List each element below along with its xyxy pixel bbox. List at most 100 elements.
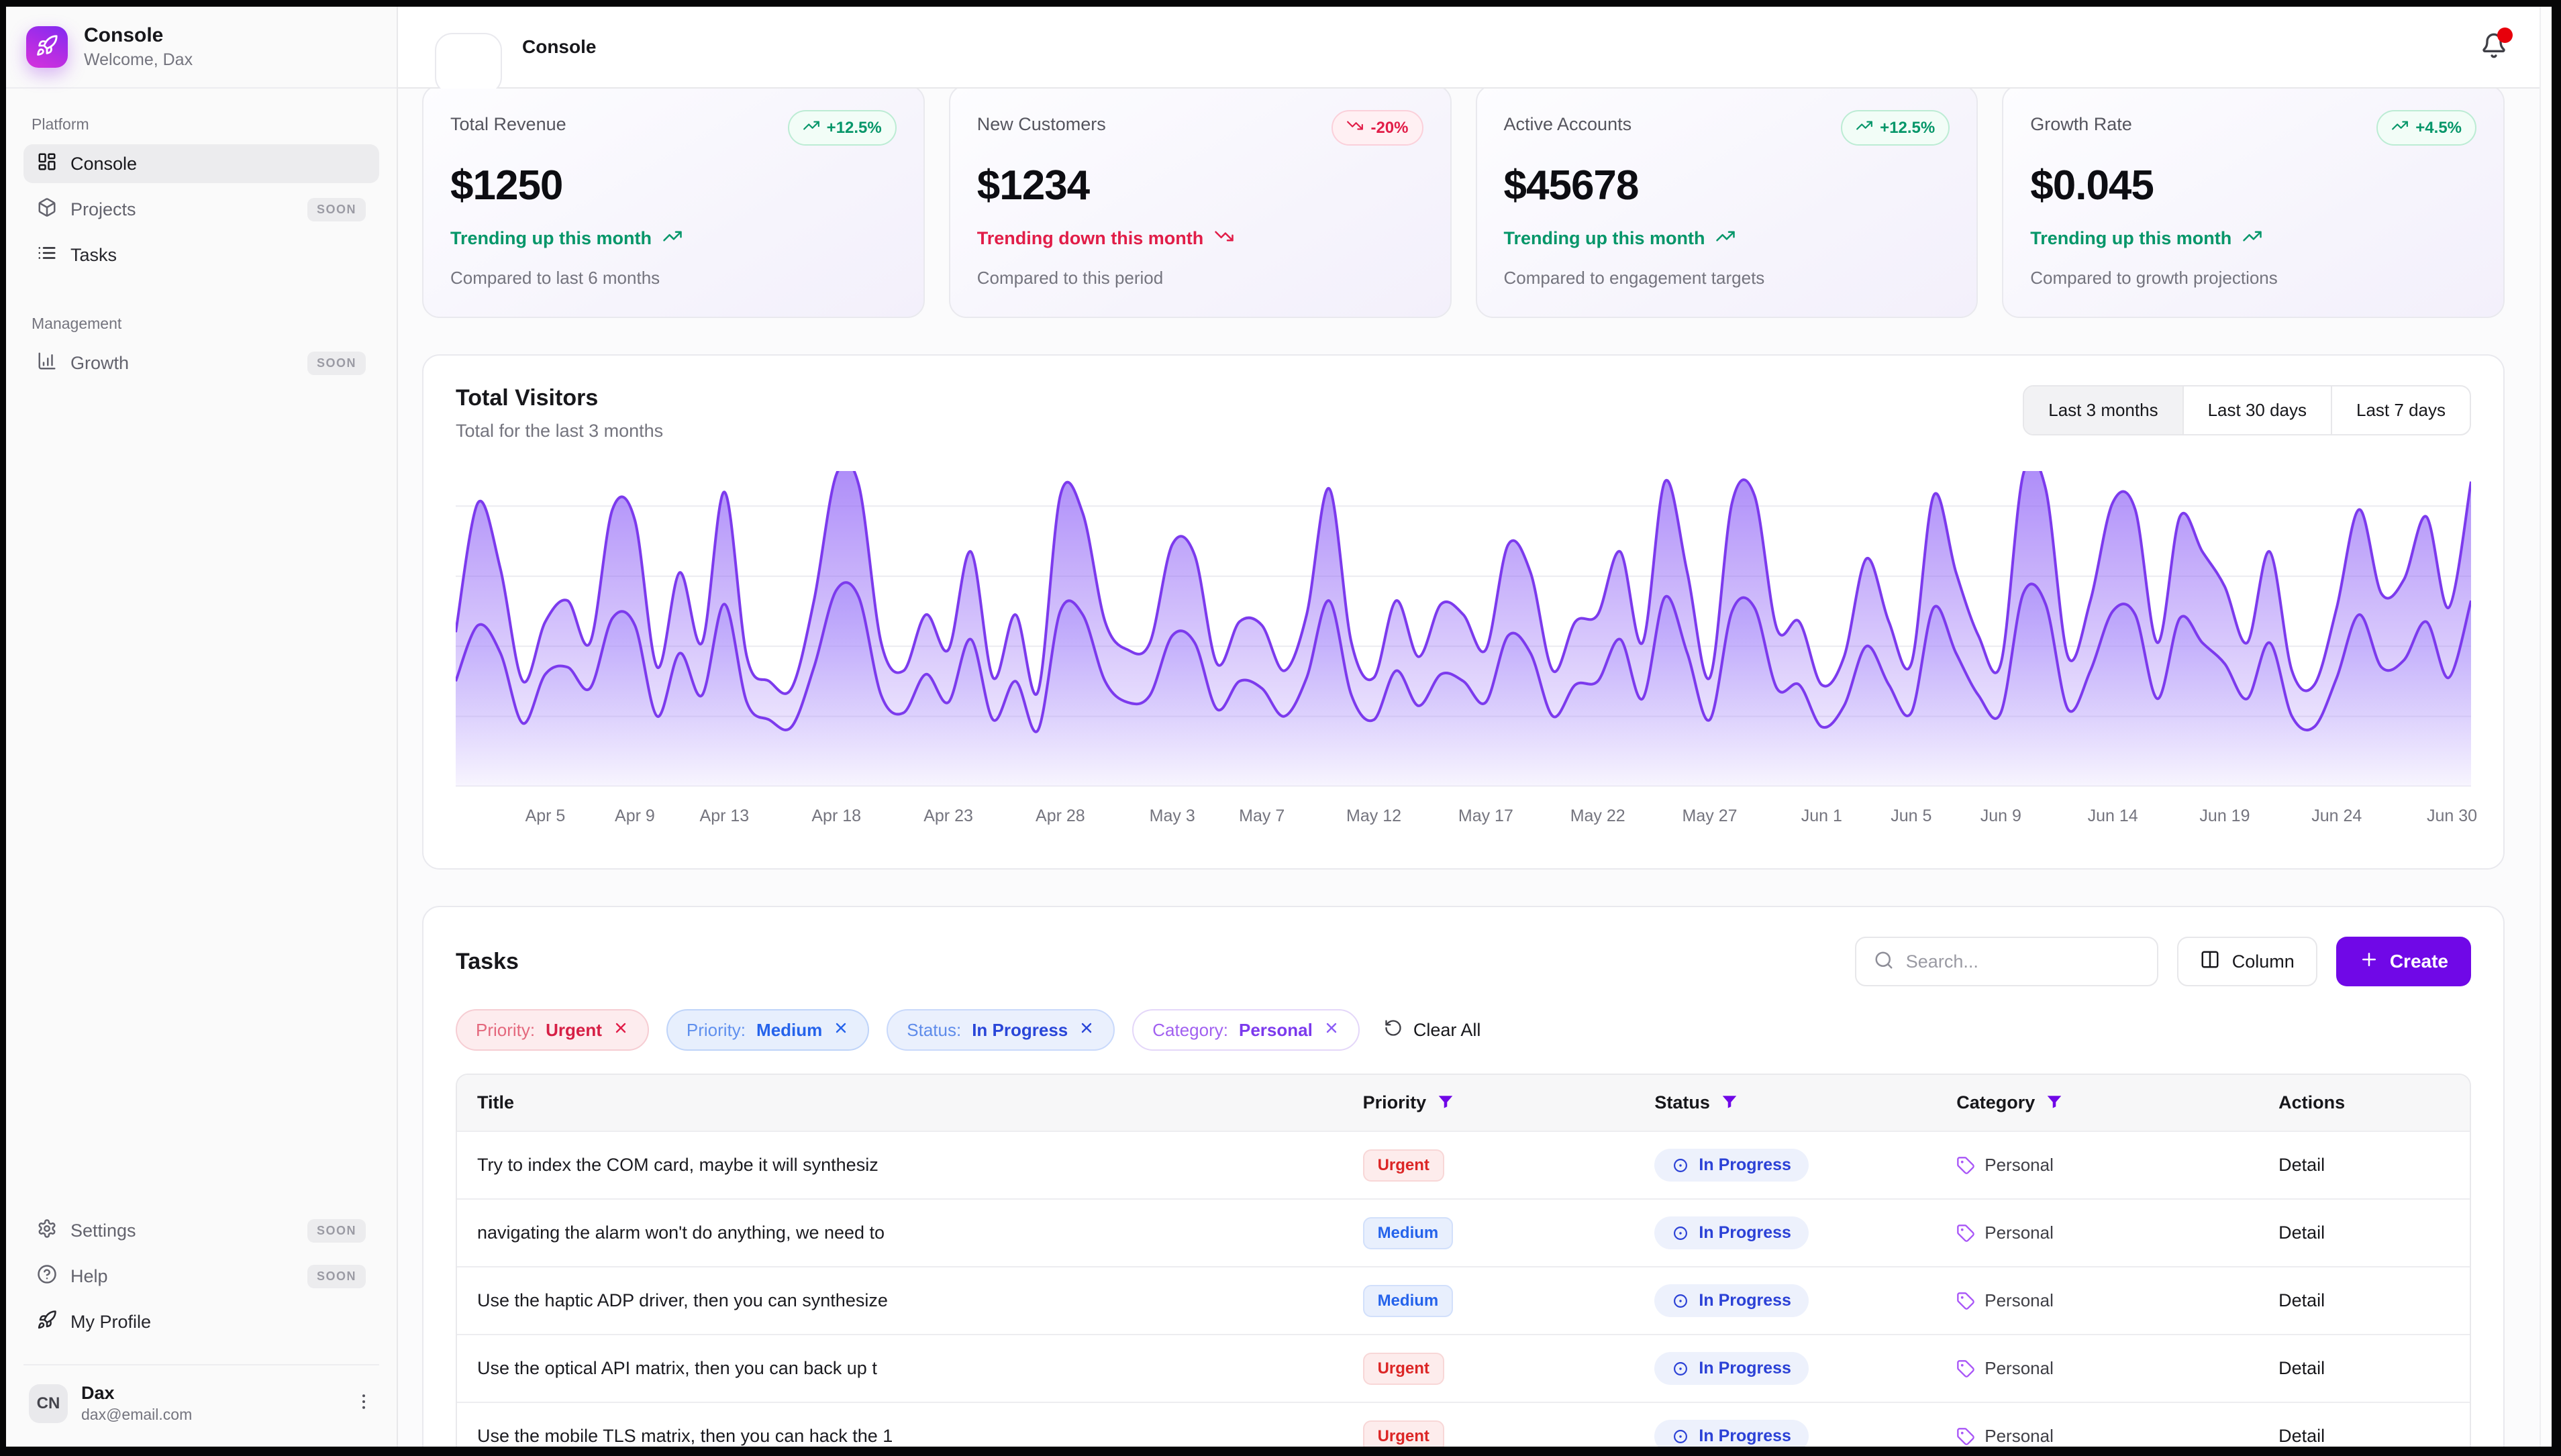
x-axis-tick: Jun 14 [2088, 807, 2138, 826]
x-axis-tick: Jun 24 [2311, 807, 2362, 826]
main-content: Total Revenue +12.5% $1250 Trending up t… [398, 89, 2540, 1447]
trending-down-icon [1214, 226, 1234, 251]
x-axis-tick: May 7 [1239, 807, 1285, 826]
panel-left-icon[interactable] [435, 0, 502, 98]
sidebar-item-label: Settings [70, 1220, 136, 1241]
circle-dot-icon [1672, 1428, 1689, 1445]
avatar: CN [29, 1384, 68, 1423]
close-icon[interactable] [613, 1020, 629, 1041]
stat-value: $1234 [977, 162, 1423, 209]
task-title: Use the haptic ADP driver, then you can … [457, 1267, 1343, 1335]
tasks-panel: Tasks Column Create [422, 906, 2505, 1447]
detail-link[interactable]: Detail [2278, 1155, 2325, 1175]
stat-label: Growth Rate [2030, 110, 2132, 135]
sidebar-item-growth[interactable]: Growth SOON [23, 344, 379, 382]
clear-all-button[interactable]: Clear All [1384, 1019, 1481, 1042]
x-axis-tick: Jun 5 [1891, 807, 1931, 826]
area-chart-canvas [456, 471, 2471, 786]
filter-chips: Priority: Urgent Priority: Medium Status… [456, 1009, 2471, 1051]
sidebar-item-projects[interactable]: Projects SOON [23, 190, 379, 229]
sidebar-item-tasks[interactable]: Tasks [23, 236, 379, 274]
stat-badge: +12.5% [1841, 110, 1950, 146]
status-badge: In Progress [1654, 1216, 1809, 1249]
user-email: dax@email.com [81, 1406, 192, 1424]
stat-badge: +4.5% [2376, 110, 2476, 146]
sidebar-item-label: My Profile [70, 1312, 151, 1333]
column-header-category[interactable]: Category [1936, 1075, 2258, 1131]
stat-trend: Trending up this month [450, 226, 683, 251]
sidebar-item-label: Help [70, 1266, 108, 1287]
user-name: Dax [81, 1383, 192, 1404]
soon-badge: SOON [307, 352, 366, 375]
sidebar-item-label: Tasks [70, 245, 117, 266]
stat-card-active-accounts: Active Accounts +12.5% $45678 Trending u… [1476, 89, 1978, 318]
x-axis-tick: May 17 [1458, 807, 1513, 826]
filter-funnel-icon[interactable] [1710, 1092, 1738, 1112]
stat-trend: Trending up this month [2030, 226, 2262, 251]
trending-up-icon [803, 117, 820, 139]
tag-icon [1956, 1224, 1975, 1243]
stat-subtext: Compared to growth projections [2030, 268, 2278, 289]
range-last-7-days[interactable]: Last 7 days [2331, 386, 2470, 434]
search-input[interactable] [1906, 951, 2140, 972]
brand-name: Console [84, 24, 193, 47]
column-button[interactable]: Column [2177, 937, 2317, 986]
sidebar-item-console[interactable]: Console [23, 144, 379, 183]
priority-badge: Urgent [1363, 1353, 1444, 1385]
ellipsis-vertical-icon[interactable] [354, 1392, 374, 1415]
trending-up-icon [1856, 117, 1873, 139]
detail-link[interactable]: Detail [2278, 1223, 2325, 1243]
close-icon[interactable] [833, 1020, 849, 1041]
sidebar-item-label: Growth [70, 353, 129, 374]
close-icon[interactable] [1323, 1020, 1340, 1041]
table-header-row: Title Priority Status Category Actions [457, 1075, 2470, 1131]
filter-chip-priority-urgent[interactable]: Priority: Urgent [456, 1009, 649, 1051]
filter-funnel-icon[interactable] [2035, 1092, 2063, 1112]
column-header-priority[interactable]: Priority [1343, 1075, 1635, 1131]
visitors-area-chart [456, 471, 2471, 786]
search-icon [1874, 950, 1894, 974]
filter-chip-category-personal[interactable]: Category: Personal [1132, 1009, 1360, 1051]
task-title: Use the optical API matrix, then you can… [457, 1335, 1343, 1402]
trending-up-icon [2391, 117, 2409, 139]
filter-funnel-icon[interactable] [1426, 1092, 1454, 1112]
stat-label: Active Accounts [1504, 110, 1632, 135]
tag-icon [1956, 1156, 1975, 1175]
task-title: Try to index the COM card, maybe it will… [457, 1131, 1343, 1199]
user-card[interactable]: CN Dax dax@email.com [23, 1364, 379, 1426]
topbar: Console [398, 7, 2540, 89]
stat-cards: Total Revenue +12.5% $1250 Trending up t… [422, 89, 2505, 318]
create-button[interactable]: Create [2336, 937, 2471, 986]
x-axis-tick: May 3 [1150, 807, 1195, 826]
range-last-30-days[interactable]: Last 30 days [2182, 386, 2331, 434]
sidebar-item-help[interactable]: Help SOON [23, 1257, 379, 1296]
x-axis-tick: Jun 1 [1801, 807, 1842, 826]
stat-subtext: Compared to engagement targets [1504, 268, 1765, 289]
sidebar-item-settings[interactable]: Settings SOON [23, 1211, 379, 1250]
scrollbar-gutter[interactable] [2540, 7, 2552, 1447]
task-title: navigating the alarm won't do anything, … [457, 1199, 1343, 1267]
detail-link[interactable]: Detail [2278, 1358, 2325, 1378]
bell-icon [2480, 50, 2507, 62]
tasks-table: Title Priority Status Category Actions T… [456, 1074, 2471, 1447]
column-header-actions: Actions [2258, 1075, 2470, 1131]
close-icon[interactable] [1078, 1020, 1095, 1041]
stat-badge: -20% [1332, 110, 1423, 146]
filter-chip-priority-medium[interactable]: Priority: Medium [666, 1009, 869, 1051]
stat-subtext: Compared to this period [977, 268, 1163, 289]
range-last-3-months[interactable]: Last 3 months [2024, 386, 2182, 434]
sidebar-item-my-profile[interactable]: My Profile [23, 1302, 379, 1341]
x-axis-tick: Apr 23 [923, 807, 973, 826]
trending-up-icon [1715, 226, 1736, 251]
tag-icon [1956, 1359, 1975, 1378]
status-badge: In Progress [1654, 1420, 1809, 1447]
trending-down-icon [1346, 117, 1364, 139]
stat-label: New Customers [977, 110, 1106, 135]
detail-link[interactable]: Detail [2278, 1426, 2325, 1446]
column-header-status[interactable]: Status [1634, 1075, 1936, 1131]
filter-chip-status-in-progress[interactable]: Status: In Progress [887, 1009, 1115, 1051]
detail-link[interactable]: Detail [2278, 1290, 2325, 1310]
sidebar: Console Welcome, Dax Platform Console Pr… [6, 7, 398, 1447]
trending-up-icon [662, 226, 683, 251]
notifications-button[interactable] [2480, 32, 2507, 62]
